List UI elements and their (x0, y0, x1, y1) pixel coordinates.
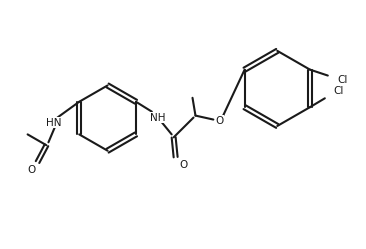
Text: HN: HN (46, 118, 61, 127)
Text: NH: NH (150, 113, 165, 123)
Text: Cl: Cl (338, 74, 348, 84)
Text: O: O (179, 160, 188, 170)
Text: O: O (215, 116, 223, 125)
Text: Cl: Cl (334, 86, 344, 96)
Text: O: O (27, 165, 36, 175)
